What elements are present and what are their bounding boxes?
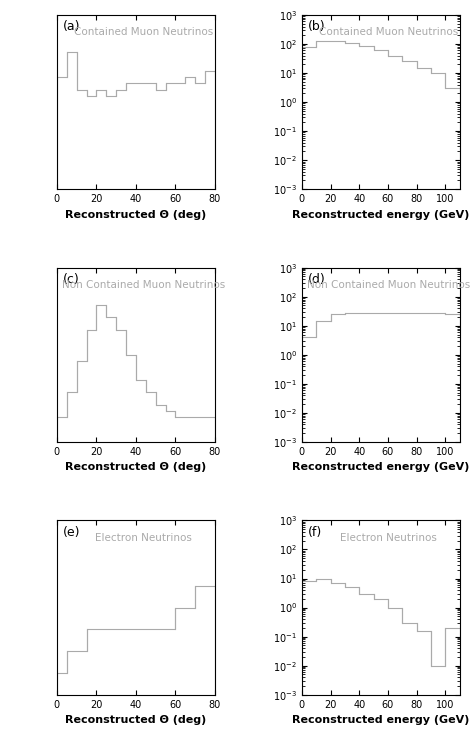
X-axis label: Reconstructed Θ (deg): Reconstructed Θ (deg) bbox=[65, 462, 207, 472]
X-axis label: Reconstructed energy (GeV): Reconstructed energy (GeV) bbox=[292, 462, 469, 472]
X-axis label: Reconstructed Θ (deg): Reconstructed Θ (deg) bbox=[65, 210, 207, 220]
X-axis label: Reconstructed Θ (deg): Reconstructed Θ (deg) bbox=[65, 715, 207, 725]
Text: Non Contained Muon Neutrinos: Non Contained Muon Neutrinos bbox=[62, 280, 226, 290]
Text: Contained Muon Neutrinos: Contained Muon Neutrinos bbox=[74, 27, 213, 37]
Text: (e): (e) bbox=[63, 526, 81, 539]
Text: (a): (a) bbox=[63, 20, 81, 33]
Text: Contained Muon Neutrinos: Contained Muon Neutrinos bbox=[319, 27, 458, 37]
Text: (d): (d) bbox=[308, 273, 326, 286]
Text: (b): (b) bbox=[308, 20, 326, 33]
X-axis label: Reconstructed energy (GeV): Reconstructed energy (GeV) bbox=[292, 715, 469, 725]
Text: Electron Neutrinos: Electron Neutrinos bbox=[340, 533, 437, 542]
Text: Electron Neutrinos: Electron Neutrinos bbox=[95, 533, 192, 542]
Text: (c): (c) bbox=[63, 273, 80, 286]
Text: Non Contained Muon Neutrinos: Non Contained Muon Neutrinos bbox=[307, 280, 470, 290]
X-axis label: Reconstructed energy (GeV): Reconstructed energy (GeV) bbox=[292, 210, 469, 220]
Text: (f): (f) bbox=[308, 526, 322, 539]
